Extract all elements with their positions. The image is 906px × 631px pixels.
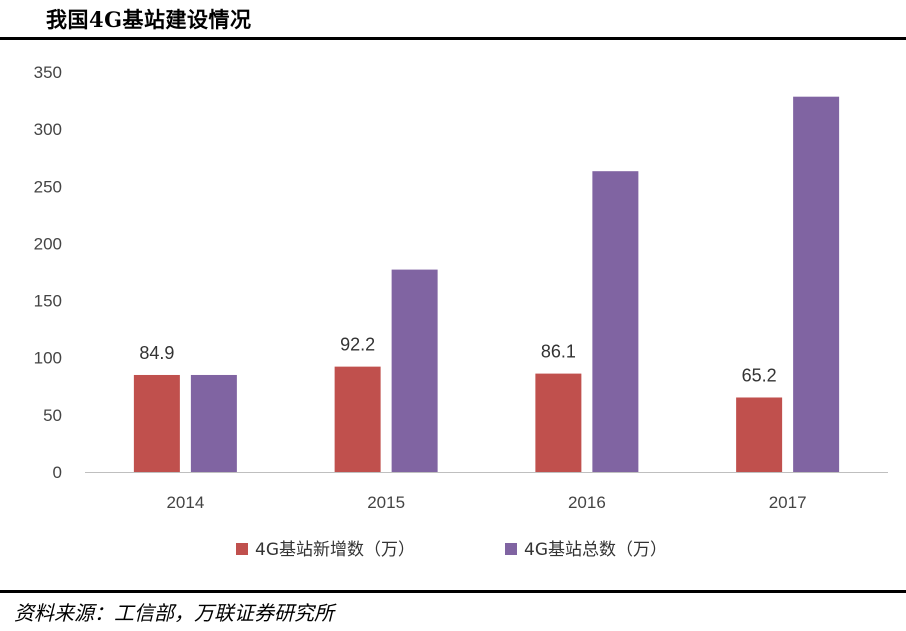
legend-label: 4G基站总数（万） [524,540,667,560]
x-tick-label: 2016 [568,493,606,512]
source-note: 资料来源：工信部，万联证券研究所 [14,601,334,625]
y-tick-label: 0 [53,463,62,482]
y-tick-label: 50 [43,406,62,425]
y-tick-label: 100 [34,349,62,368]
top-rule [0,37,906,40]
legend-swatch [236,543,248,555]
data-label: 65.2 [742,365,777,385]
bar-new [736,397,783,472]
chart-title: 我国4G基站建设情况 [46,7,252,32]
bar-new [334,366,381,472]
y-tick-label: 350 [34,63,62,82]
y-tick-label: 150 [34,292,62,311]
data-label: 92.2 [340,335,375,355]
y-tick-label: 200 [34,234,62,253]
data-label: 84.9 [139,343,174,363]
legend-label: 4G基站新增数（万） [255,540,415,560]
y-tick-label: 300 [34,120,62,139]
bar-total [592,171,639,472]
x-tick-label: 2014 [166,493,204,512]
bar-total [391,269,438,472]
bar-new [535,373,582,472]
bar-total [190,374,237,472]
x-tick-label: 2015 [367,493,405,512]
data-label: 86.1 [541,342,576,362]
legend-swatch [505,543,517,555]
x-tick-label: 2017 [769,493,807,512]
bar-chart: 0 50 100 150 200 250 300 350 84.9 2014 92.2 2015 86.… [34,63,888,560]
bottom-rule [0,590,906,593]
y-tick-label: 250 [34,177,62,196]
bar-total [793,96,840,472]
bar-new [133,374,180,472]
